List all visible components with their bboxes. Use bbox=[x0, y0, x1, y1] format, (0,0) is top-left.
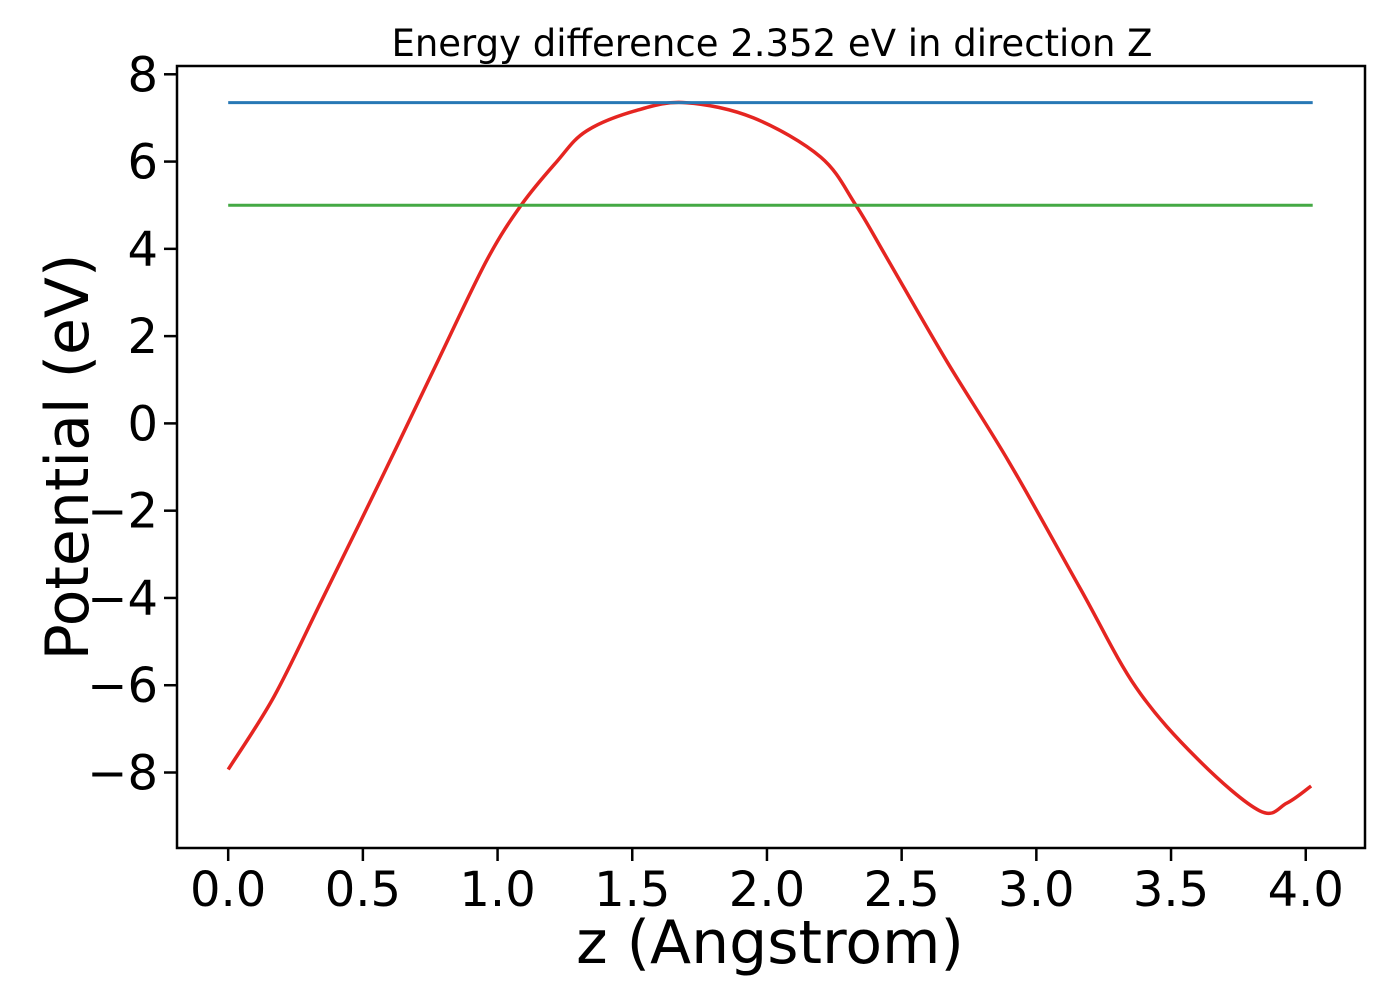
y-tick-label: 2 bbox=[127, 309, 158, 365]
plot-spines bbox=[175, 64, 1367, 850]
y-tick-label: 8 bbox=[127, 47, 158, 103]
x-tick-label: 2.5 bbox=[863, 862, 939, 918]
y-axis-label: Potential (eV) bbox=[33, 254, 103, 661]
plot-layer bbox=[226, 100, 1313, 816]
x-tick-label: 0.0 bbox=[190, 862, 266, 918]
chart-title: Energy difference 2.352 eV in direction … bbox=[391, 22, 1152, 65]
x-tick-label: 0.5 bbox=[325, 862, 401, 918]
x-axis-label: z (Angstrom) bbox=[576, 908, 964, 978]
x-tick-label: 1.0 bbox=[459, 862, 535, 918]
x-tick-label: 4.0 bbox=[1268, 862, 1344, 918]
x-tick-label: 2.0 bbox=[729, 862, 805, 918]
y-tick-label: 6 bbox=[127, 135, 158, 191]
y-tick-label: −8 bbox=[87, 746, 158, 802]
y-tick-label: 4 bbox=[127, 222, 158, 278]
y-tick-label: −6 bbox=[87, 658, 158, 714]
x-tick-label: 3.0 bbox=[998, 862, 1074, 918]
potential-curve bbox=[226, 100, 1313, 816]
x-tick-label: 3.5 bbox=[1133, 862, 1209, 918]
y-tick-label: −2 bbox=[87, 484, 158, 540]
x-tick-label: 1.5 bbox=[594, 862, 670, 918]
y-tick-label: −4 bbox=[87, 571, 158, 627]
y-tick-label: 0 bbox=[127, 396, 158, 452]
axis-layer: 0.0 0.5 1.0 1.5 2.0 2.5 3.0 3.5 4.0 8 6 4 2 0 −2 −4 −6 −8 bbox=[87, 47, 1367, 918]
